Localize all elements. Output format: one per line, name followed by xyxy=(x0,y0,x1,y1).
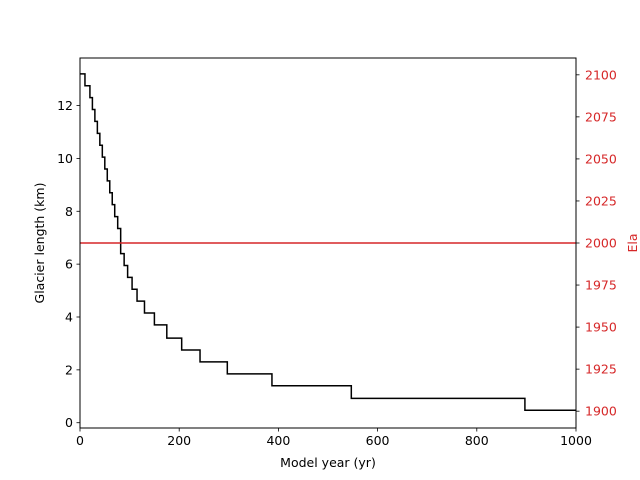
y-tick-label: 0 xyxy=(65,415,73,430)
glacier-length-line xyxy=(80,73,576,412)
y-tick-label: 12 xyxy=(57,98,73,113)
y-tick-label: 2 xyxy=(65,362,73,377)
x-axis-label: Model year (yr) xyxy=(280,455,376,470)
x-tick-label: 400 xyxy=(266,433,290,448)
y2-tick-label: 2000 xyxy=(585,236,617,251)
y2-tick-label: 1975 xyxy=(585,278,617,293)
y2-tick-label: 1950 xyxy=(585,320,617,335)
x-tick-label: 600 xyxy=(366,433,390,448)
x-tick-label: 0 xyxy=(76,433,84,448)
y-tick-label: 8 xyxy=(65,204,73,219)
plot-area xyxy=(80,73,576,412)
y-tick-label: 6 xyxy=(65,257,73,272)
y-tick-label: 4 xyxy=(65,310,73,325)
y2-tick-label: 2075 xyxy=(585,109,617,124)
tick-layer: 0 200 400 600 800 1000 0 2 4 6 8 10 12 1900 1925 1950 19… xyxy=(57,67,617,448)
x-tick-label: 200 xyxy=(167,433,191,448)
y2-tick-label: 2100 xyxy=(585,67,617,82)
x-tick-label: 1000 xyxy=(560,433,592,448)
x-tick-label: 800 xyxy=(465,433,489,448)
y2-tick-label: 2050 xyxy=(585,151,617,166)
y2-tick-label: 1925 xyxy=(585,362,617,377)
y2-axis-label: Ela xyxy=(625,233,640,252)
y2-tick-label: 1900 xyxy=(585,404,617,419)
y-tick-label: 10 xyxy=(57,151,73,166)
y-axis-label: Glacier length (km) xyxy=(32,183,47,304)
y2-tick-label: 2025 xyxy=(585,193,617,208)
plot-frame xyxy=(79,57,577,429)
